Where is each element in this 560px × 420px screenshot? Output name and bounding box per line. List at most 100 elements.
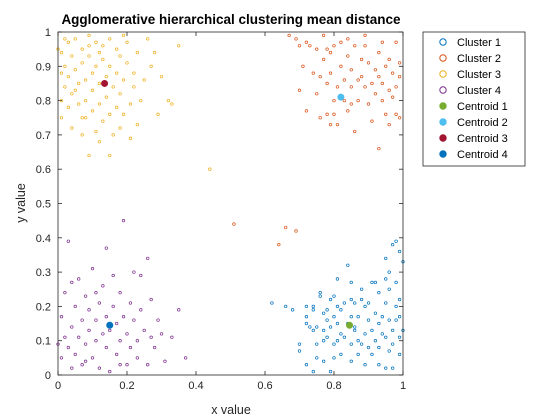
data-point [387, 122, 391, 127]
data-point [335, 304, 340, 309]
x-tick-label: 0.8 [326, 380, 341, 392]
data-point [66, 345, 70, 350]
data-point [342, 301, 347, 305]
data-point [335, 277, 340, 281]
data-point [366, 345, 371, 350]
data-point [73, 88, 77, 92]
data-point [170, 335, 174, 339]
data-point [77, 102, 81, 106]
data-point [90, 267, 95, 271]
data-point [284, 225, 288, 230]
data-point [380, 98, 384, 103]
data-point [397, 116, 402, 120]
data-point [308, 44, 312, 48]
y-tick-label: 0.1 [36, 336, 51, 348]
data-point [366, 61, 371, 65]
x-axis-ticks: 0 0.2 0.4 0.6 0.8 1 [55, 32, 406, 392]
data-point [356, 339, 360, 343]
data-point [59, 315, 64, 319]
data-point [135, 50, 140, 55]
data-point [70, 325, 74, 329]
data-point [325, 81, 329, 86]
data-point [311, 71, 315, 75]
data-point [325, 47, 329, 51]
legend-label: Cluster 1 [457, 37, 501, 49]
data-point [325, 318, 329, 322]
data-point [359, 57, 364, 62]
data-point [183, 356, 188, 360]
data-point [332, 356, 336, 360]
data-point [332, 315, 336, 319]
data-point [118, 92, 122, 96]
data-point [318, 116, 322, 120]
data-point [101, 119, 105, 123]
data-point [318, 74, 322, 79]
y-tick-label: 0.2 [36, 301, 51, 313]
series-cluster-4 [56, 218, 188, 374]
data-point [118, 339, 122, 343]
data-point [139, 273, 143, 278]
data-point [59, 98, 64, 103]
data-point [349, 359, 353, 363]
data-point [339, 64, 343, 68]
data-point [349, 280, 353, 285]
data-point [108, 328, 112, 333]
series-centroid-2 [337, 93, 345, 101]
data-point [121, 315, 126, 319]
data-point [380, 315, 384, 319]
data-point [87, 328, 91, 333]
data-point [297, 349, 302, 353]
data-point [328, 50, 333, 55]
data-point [325, 335, 329, 339]
data-point [308, 325, 312, 329]
data-point [97, 50, 102, 55]
data-point [77, 335, 81, 339]
data-point [135, 356, 140, 360]
data-point [332, 98, 336, 103]
data-point [311, 328, 315, 333]
data-point [346, 37, 350, 41]
data-point [377, 50, 381, 55]
data-point [121, 78, 126, 82]
data-point [384, 256, 388, 261]
y-axis-label: y value [14, 183, 28, 223]
data-point [394, 318, 398, 322]
data-point [315, 92, 319, 96]
series-cluster-2 [232, 33, 402, 247]
data-point [377, 74, 381, 79]
data-point [370, 119, 374, 123]
legend-box [422, 31, 526, 167]
data-point [87, 153, 91, 158]
data-point [332, 44, 336, 48]
x-tick-label: 0.6 [257, 380, 272, 392]
data-point [359, 297, 364, 302]
data-point [80, 318, 84, 322]
data-point [163, 359, 167, 363]
data-point [121, 218, 126, 223]
data-point [59, 71, 64, 75]
data-point [359, 74, 364, 79]
centroid-marker [346, 321, 354, 329]
plot-area [58, 32, 403, 375]
data-point [359, 287, 364, 291]
x-tick-label: 1 [400, 380, 406, 392]
data-point [356, 315, 360, 319]
data-point [339, 40, 343, 44]
data-point [366, 301, 371, 305]
data-point [349, 342, 353, 346]
data-point [166, 98, 171, 103]
legend-marker [439, 134, 447, 142]
data-point [322, 359, 326, 363]
data-point [387, 287, 391, 291]
data-point [118, 291, 122, 295]
data-point [397, 61, 402, 65]
data-point [152, 345, 157, 350]
data-point [394, 40, 398, 44]
legend-marker [439, 86, 447, 94]
data-point [373, 280, 378, 285]
data-point [132, 85, 136, 89]
data-point [90, 356, 95, 360]
data-point [108, 37, 112, 41]
data-point [104, 95, 108, 99]
data-point [66, 74, 70, 79]
